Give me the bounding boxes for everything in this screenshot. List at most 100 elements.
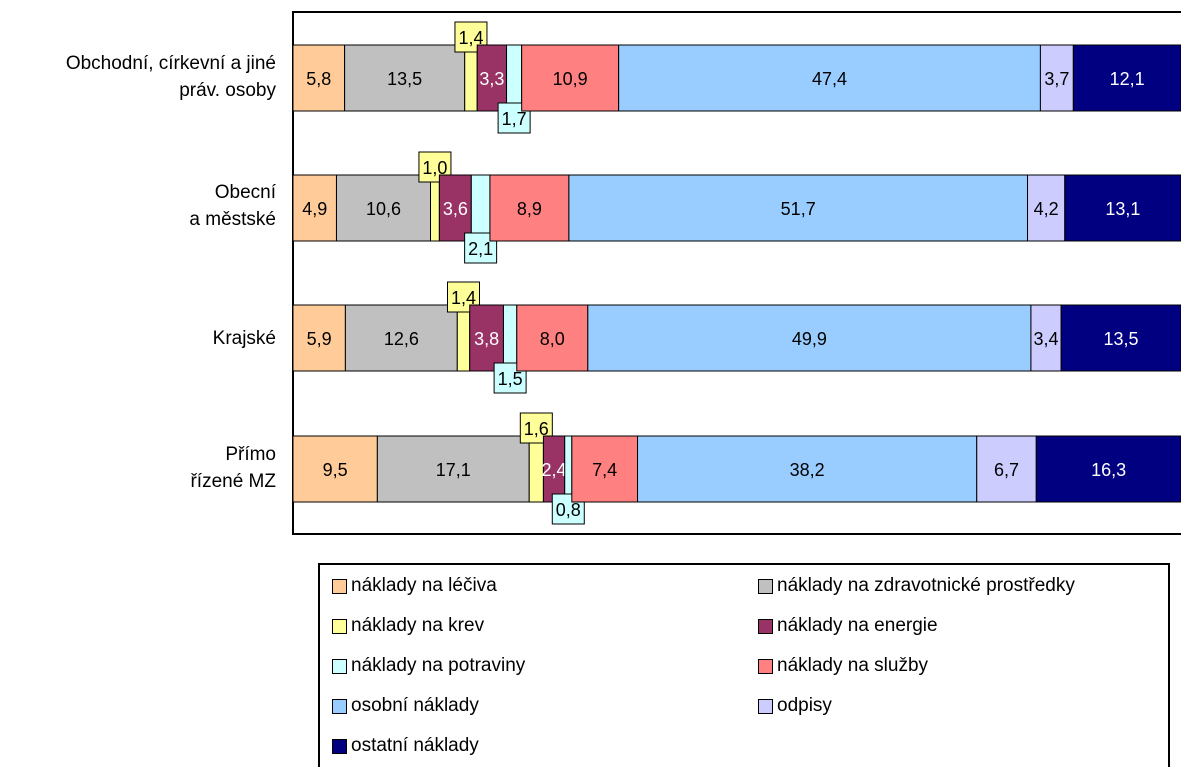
legend-label: odpisy: [777, 695, 832, 716]
bar-segment: [376, 435, 530, 503]
data-label: 12,1: [1110, 69, 1145, 89]
data-label: 4,9: [302, 199, 327, 219]
legend-label: náklady na krev: [351, 615, 485, 636]
data-label: 49,9: [792, 329, 827, 349]
bar-segment: [1030, 304, 1062, 372]
legend-swatch: [332, 578, 347, 594]
category-label: Přímo řízené MZ: [190, 444, 276, 492]
legend-swatch: [758, 658, 773, 674]
bar-segment: [430, 174, 440, 242]
data-label: 5,9: [307, 329, 332, 349]
bar-segment: [1072, 44, 1181, 112]
data-label: 3,3: [479, 69, 504, 89]
bar-segment: [470, 174, 491, 242]
legend-label: náklady na léčiva: [351, 575, 497, 596]
legend-label: náklady na zdravotnické prostředky: [777, 575, 1075, 596]
data-label: 4,2: [1034, 199, 1059, 219]
category-label: Obecní a městské: [189, 182, 276, 230]
bar-segment: [1064, 174, 1181, 242]
legend-swatch: [332, 658, 347, 674]
legend-item: odpisy: [758, 693, 832, 719]
bar-segment: [502, 304, 518, 372]
legend-swatch: [758, 618, 773, 634]
data-label: 13,5: [1104, 329, 1139, 349]
data-label: 3,7: [1044, 69, 1069, 89]
legend-swatch: [332, 698, 347, 714]
bar-segment: [564, 435, 573, 503]
legend-swatch: [332, 738, 347, 754]
legend-label: náklady na energie: [777, 615, 938, 636]
bar-segment: [335, 174, 432, 242]
data-label: 1,5: [498, 369, 523, 389]
data-label: 1,6: [524, 419, 549, 439]
data-label: 2,1: [468, 239, 493, 259]
bar-segment: [438, 174, 472, 242]
bar-segment: [476, 44, 508, 112]
data-label: 1,4: [458, 28, 483, 48]
data-label: 1,4: [451, 288, 476, 308]
data-label: 3,6: [443, 199, 468, 219]
data-label: 6,7: [994, 460, 1019, 480]
legend-swatch: [332, 618, 347, 634]
data-label: 16,3: [1091, 460, 1126, 480]
data-label: 17,1: [436, 460, 471, 480]
data-label: 13,1: [1105, 199, 1140, 219]
legend-label: náklady na služby: [777, 655, 929, 676]
bar-segment: [1039, 44, 1074, 112]
bar-segment: [568, 174, 1029, 242]
bar-segment: [521, 44, 620, 112]
bar-segment: [618, 44, 1041, 112]
bar-segment: [1060, 304, 1181, 372]
bar-segment: [464, 44, 478, 112]
data-label: 8,0: [540, 329, 565, 349]
data-label: 3,4: [1034, 329, 1059, 349]
category-label: Obchodní, církevní a jiné práv. osoby: [65, 53, 276, 101]
category-label: Krajské: [212, 327, 276, 349]
data-label: 3,8: [474, 329, 499, 349]
data-label: 51,7: [781, 199, 816, 219]
bar-segment: [587, 304, 1032, 372]
data-label: 10,6: [366, 199, 401, 219]
data-label: 38,2: [790, 460, 825, 480]
bar-segment: [456, 304, 471, 372]
legend-label: náklady na potraviny: [351, 655, 526, 676]
data-label: 8,9: [517, 199, 542, 219]
data-label: 9,5: [323, 460, 348, 480]
bar-segment: [292, 304, 346, 372]
data-label: 13,5: [387, 69, 422, 89]
data-label: 7,4: [592, 460, 617, 480]
bar-segment: [637, 435, 978, 503]
legend-item: náklady na služby: [758, 653, 928, 679]
legend-swatch: [758, 698, 773, 714]
legend-item: náklady na energie: [758, 613, 938, 639]
chart-plot-area: 5,8 13,5 1,4 3,3 1,7 10,9 47,4 3,7 12,1 4,9 10,6 1,…: [292, 11, 1181, 535]
legend-item: náklady na léčiva: [332, 573, 497, 599]
legend-item: ostatní náklady: [332, 733, 479, 759]
data-label: 0,8: [556, 500, 581, 520]
bar-segment: [292, 435, 378, 503]
legend-swatch: [758, 578, 773, 594]
bar-segment: [469, 304, 504, 372]
bar-segment: [489, 174, 570, 242]
bar-segment: [1027, 174, 1066, 242]
legend-item: náklady na krev: [332, 613, 484, 639]
data-callout-box: [551, 493, 585, 525]
bar-segment: [292, 44, 346, 112]
data-label: 10,9: [553, 69, 588, 89]
data-label: 47,4: [812, 69, 847, 89]
legend-label: osobní náklady: [351, 695, 479, 716]
bar-segment: [292, 174, 337, 242]
data-label: 5,8: [306, 69, 331, 89]
legend-item: náklady na zdravotnické prostředky: [758, 573, 1075, 599]
data-label: 12,6: [384, 329, 419, 349]
bar-segment: [976, 435, 1037, 503]
legend-item: náklady na potraviny: [332, 653, 525, 679]
bar-segment: [571, 435, 639, 503]
data-label: 1,7: [502, 109, 527, 129]
data-label: 2,4: [542, 460, 567, 480]
chart-legend: náklady na léčiva náklady na zdravotnické…: [318, 563, 1170, 767]
legend-label: ostatní náklady: [351, 735, 479, 756]
bar-segment: [1035, 435, 1181, 503]
bar-segment: [506, 44, 523, 112]
data-label: 1,0: [422, 158, 447, 178]
